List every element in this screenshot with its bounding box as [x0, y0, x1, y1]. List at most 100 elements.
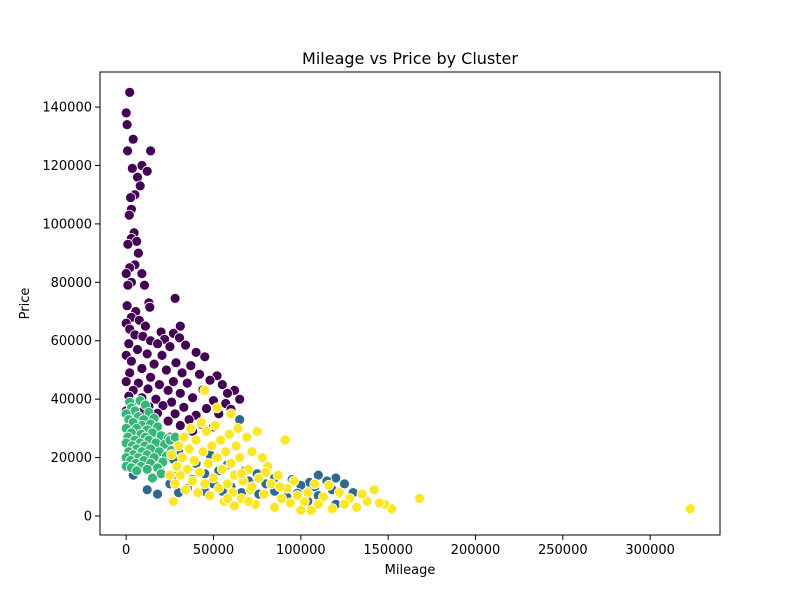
data-point-cluster-0 — [169, 292, 181, 304]
data-point-cluster-3 — [173, 440, 185, 452]
data-point-cluster-3 — [258, 488, 270, 500]
data-point-cluster-3 — [361, 495, 373, 507]
data-point-cluster-0 — [152, 338, 164, 350]
data-point-cluster-3 — [223, 428, 235, 440]
data-point-cluster-3 — [260, 466, 272, 478]
data-point-cluster-3 — [243, 495, 254, 507]
data-point-cluster-0 — [194, 368, 205, 380]
data-point-cluster-0 — [122, 238, 134, 250]
data-point-cluster-0 — [144, 301, 156, 313]
data-point-cluster-3 — [206, 440, 218, 452]
data-point-cluster-3 — [232, 422, 244, 434]
data-point-cluster-3 — [176, 452, 188, 464]
data-point-cluster-3 — [326, 503, 338, 515]
data-point-cluster-3 — [187, 475, 199, 487]
data-point-cluster-3 — [351, 501, 363, 513]
y-tick-label: 60000 — [51, 334, 92, 349]
data-point-cluster-0 — [132, 377, 144, 389]
data-point-cluster-1 — [141, 484, 153, 496]
data-point-cluster-3 — [291, 490, 303, 502]
data-point-cluster-3 — [373, 497, 385, 509]
data-point-cluster-0 — [139, 320, 151, 332]
data-point-cluster-3 — [211, 452, 223, 464]
data-point-cluster-3 — [209, 420, 221, 431]
data-point-cluster-0 — [181, 377, 193, 389]
data-point-cluster-0 — [120, 376, 132, 388]
data-point-cluster-3 — [295, 504, 307, 516]
data-point-cluster-0 — [141, 165, 153, 177]
data-point-cluster-3 — [201, 425, 212, 437]
data-point-cluster-0 — [136, 363, 148, 374]
data-point-cluster-3 — [246, 446, 258, 458]
data-point-cluster-0 — [216, 379, 228, 391]
data-point-cluster-3 — [288, 475, 300, 487]
data-point-cluster-0 — [164, 341, 176, 353]
data-point-cluster-3 — [171, 460, 183, 472]
data-point-cluster-3 — [204, 490, 216, 502]
y-tick-label: 40000 — [51, 393, 92, 408]
data-point-cluster-0 — [126, 162, 138, 174]
data-point-cluster-0 — [139, 279, 150, 291]
data-point-cluster-0 — [169, 408, 181, 420]
y-tick-label: 0 — [84, 510, 92, 525]
data-point-cluster-2 — [141, 463, 153, 475]
data-point-cluster-0 — [134, 180, 146, 192]
data-point-cluster-3 — [276, 493, 288, 504]
data-point-cluster-0 — [141, 348, 153, 360]
data-point-cluster-3 — [167, 495, 179, 507]
data-point-cluster-3 — [188, 455, 200, 466]
data-point-cluster-3 — [199, 384, 211, 396]
data-point-cluster-0 — [160, 364, 172, 376]
data-point-cluster-3 — [312, 498, 324, 510]
data-point-cluster-3 — [246, 481, 258, 493]
data-point-cluster-0 — [120, 268, 132, 280]
data-point-cluster-3 — [323, 479, 335, 491]
data-point-cluster-3 — [274, 481, 286, 493]
data-point-cluster-3 — [241, 431, 253, 443]
data-point-cluster-0 — [178, 401, 190, 413]
data-point-cluster-0 — [157, 400, 169, 412]
y-axis-label: Price — [18, 288, 33, 320]
data-point-cluster-3 — [220, 446, 232, 458]
data-point-cluster-3 — [684, 503, 696, 515]
data-point-cluster-3 — [368, 484, 380, 496]
data-point-cluster-3 — [318, 491, 329, 503]
data-point-cluster-0 — [204, 374, 216, 386]
data-point-cluster-0 — [222, 387, 233, 399]
data-point-cluster-0 — [123, 209, 135, 221]
data-point-cluster-0 — [170, 357, 182, 369]
data-point-cluster-0 — [180, 339, 192, 351]
data-point-cluster-0 — [120, 107, 132, 119]
data-point-cluster-3 — [216, 463, 228, 475]
data-point-cluster-0 — [183, 414, 195, 426]
points-layer — [120, 87, 696, 516]
data-point-cluster-0 — [121, 119, 133, 130]
data-point-cluster-0 — [124, 87, 136, 98]
x-tick-label: 100000 — [276, 543, 326, 558]
data-point-cluster-3 — [225, 408, 237, 420]
data-point-cluster-3 — [253, 472, 265, 484]
data-point-cluster-3 — [414, 493, 426, 504]
x-tick-label: 300000 — [625, 543, 675, 558]
y-axis: 0 20000 40000 60000 80000 100000 120000 140000 — [42, 101, 100, 525]
data-point-cluster-3 — [309, 478, 321, 490]
data-point-cluster-1 — [152, 488, 164, 500]
data-point-cluster-3 — [279, 434, 291, 446]
y-tick-label: 140000 — [42, 101, 92, 116]
data-point-cluster-0 — [121, 300, 133, 312]
data-point-cluster-3 — [183, 443, 195, 455]
x-axis: 0 50000 100000 150000 200000 250000 300000 — [122, 535, 675, 558]
data-point-cluster-0 — [201, 403, 212, 414]
data-point-cluster-0 — [162, 415, 174, 427]
data-point-cluster-0 — [125, 355, 137, 367]
data-point-cluster-3 — [166, 449, 178, 461]
data-point-cluster-0 — [176, 367, 188, 379]
data-point-cluster-3 — [190, 434, 202, 446]
data-point-cluster-3 — [256, 452, 268, 464]
x-tick-label: 0 — [122, 543, 130, 558]
data-point-cluster-3 — [215, 434, 226, 446]
y-tick-label: 20000 — [51, 451, 92, 466]
data-point-cluster-3 — [195, 417, 207, 428]
